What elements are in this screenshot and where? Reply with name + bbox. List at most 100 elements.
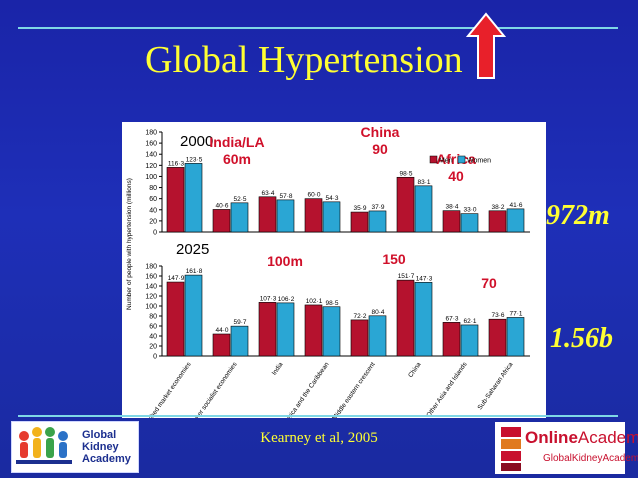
bar-women <box>276 302 295 357</box>
annotation-label: 40 <box>448 168 464 184</box>
top-rule <box>18 27 618 29</box>
bar-value-label: 59·7 <box>233 319 246 326</box>
annotation-label: China <box>361 124 400 140</box>
y-tick-label: 180 <box>145 130 157 137</box>
slide-title: Global Hypertension <box>145 39 463 81</box>
hypertension-chart: 0 20 40 60 80 100 120 140 160 180 2000 116·3 40·6 63·… <box>126 124 530 443</box>
bar-value-label: 40·6 <box>215 202 228 209</box>
x-category-label: Other Asia and Islands <box>425 361 469 418</box>
bottom-rule <box>18 415 618 417</box>
logo-right-bold: Online <box>525 428 578 447</box>
bar-value-label: 37·9 <box>371 204 384 211</box>
bar-value-label: 41·6 <box>509 202 522 209</box>
book-stack-icon <box>501 427 521 471</box>
y-tick-label: 60 <box>149 196 157 203</box>
y-tick-label: 140 <box>145 284 157 291</box>
bar-men <box>166 167 185 233</box>
annotation-label: 150 <box>382 251 406 267</box>
y-tick-label: 40 <box>149 334 157 341</box>
bar-men <box>442 322 461 357</box>
people-icon <box>16 427 72 464</box>
bar-women <box>276 199 295 233</box>
bar-women <box>414 282 433 357</box>
bar-men <box>212 209 231 233</box>
y-tick-label: 0 <box>153 354 157 361</box>
bar-men <box>488 210 507 233</box>
bar-value-label: 72·2 <box>353 313 366 320</box>
bar-value-label: 60·0 <box>307 192 320 199</box>
bar-men <box>488 318 507 357</box>
y-tick-label: 160 <box>145 141 157 148</box>
bar-value-label: 44·0 <box>215 327 228 334</box>
annotation-label: Africa <box>436 151 476 167</box>
x-category-label: Former socialist economies <box>188 361 240 418</box>
annotation-label: 100m <box>267 253 303 269</box>
bar-men <box>258 196 277 233</box>
bar-value-label: 80·4 <box>371 309 384 316</box>
logo-left-line-1: Global <box>82 429 117 441</box>
y-tick-label: 60 <box>149 324 157 331</box>
bar-women <box>230 325 249 357</box>
annotation-label: 90 <box>372 141 388 157</box>
bar-women <box>184 274 203 357</box>
bar-value-label: 161·8 <box>186 268 203 275</box>
bar-value-label: 54·3 <box>325 195 338 202</box>
bar-women <box>368 210 387 233</box>
y-tick-label: 140 <box>145 152 157 159</box>
bar-men <box>396 176 415 233</box>
bar-value-label: 38·2 <box>491 204 504 211</box>
y-axis-title: Number of people with hypertension (mill… <box>126 178 133 310</box>
bar-value-label: 63·4 <box>261 190 274 197</box>
y-tick-label: 20 <box>149 218 157 225</box>
bar-value-label: 73·6 <box>491 312 504 319</box>
bar-value-label: 57·8 <box>279 193 292 200</box>
bar-men <box>396 279 415 357</box>
y-tick-label: 120 <box>145 294 157 301</box>
y-tick-label: 40 <box>149 207 157 214</box>
bar-women <box>506 208 525 233</box>
bar-men <box>442 210 461 233</box>
panel-year-label: 2025 <box>176 241 209 258</box>
bar-value-label: 67·3 <box>445 315 458 322</box>
bar-value-label: 147·3 <box>416 275 433 282</box>
bar-women <box>368 315 387 357</box>
bar-women <box>506 317 525 357</box>
y-tick-label: 20 <box>149 344 157 351</box>
bar-value-label: 123·5 <box>186 156 203 163</box>
y-tick-label: 160 <box>145 274 157 281</box>
x-category-label: China <box>407 361 423 379</box>
logo-right-subtitle: GlobalKidneyAcademy <box>543 453 638 464</box>
up-arrow-icon <box>466 12 506 79</box>
y-tick-label: 80 <box>149 314 157 321</box>
bar-men <box>258 302 277 357</box>
bar-men <box>304 198 323 233</box>
logo-left-line-3: Academy <box>82 453 131 465</box>
bar-value-label: 38·4 <box>445 204 458 211</box>
y-tick-label: 120 <box>145 163 157 170</box>
bar-men <box>212 333 231 357</box>
bar-value-label: 116·3 <box>168 160 185 167</box>
citation: Kearney et al, 2005 <box>260 430 378 446</box>
legend-swatch-men <box>429 155 438 164</box>
bar-value-label: 102·1 <box>306 298 323 305</box>
logo-left-line-2: Kidney <box>82 441 119 453</box>
y-tick-label: 100 <box>145 174 157 181</box>
online-academy-logo: OnlineAcademy GlobalKidneyAcademy <box>495 422 638 474</box>
bar-value-label: 98·5 <box>399 170 412 177</box>
bar-women <box>414 185 433 233</box>
legend-label: Men <box>439 158 453 165</box>
legend-label: Women <box>467 158 491 165</box>
bar-women <box>460 213 479 233</box>
bar-value-label: 107·3 <box>260 295 277 302</box>
y-tick-label: 80 <box>149 185 157 192</box>
legend-swatch-women <box>457 155 466 164</box>
panel-year-label: 2000 <box>180 133 213 150</box>
bar-men <box>166 281 185 357</box>
bar-women <box>322 201 341 233</box>
side-label-2000-total: 972m <box>546 200 610 231</box>
side-label-2025-total: 1.56b <box>550 323 613 354</box>
y-tick-label: 180 <box>145 264 157 271</box>
bar-men <box>304 304 323 357</box>
y-tick-label: 100 <box>145 304 157 311</box>
bar-men <box>350 211 369 233</box>
